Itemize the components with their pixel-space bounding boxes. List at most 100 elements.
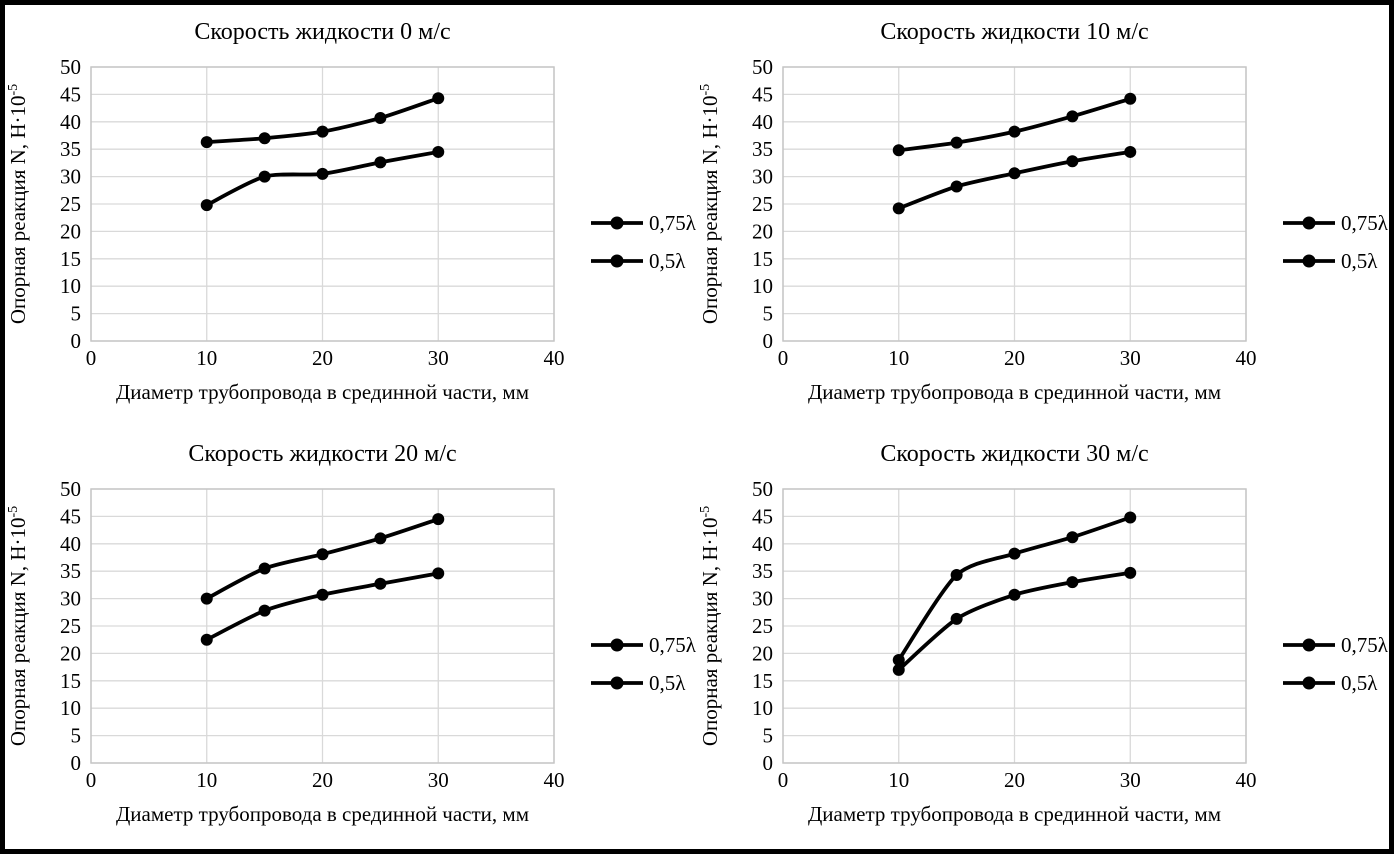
series-marker: [316, 167, 329, 180]
y-tick-label: 45: [60, 82, 81, 106]
x-tick-label: 10: [196, 346, 217, 370]
y-tick-label: 20: [752, 219, 773, 243]
charts-grid: Скорость жидкости 0 м/с 0 5 10 15 20 25 30 35 40 4…: [5, 5, 1389, 849]
x-tick-label: 40: [1236, 346, 1257, 370]
legend-marker: [610, 254, 624, 268]
series-marker: [1066, 576, 1079, 589]
x-tick-label: 40: [544, 768, 565, 792]
series-marker: [892, 653, 905, 666]
plot-border: [90, 66, 555, 342]
legend-label: 0,5λ: [1341, 249, 1378, 273]
y-tick-label: 50: [752, 477, 773, 501]
series-marker: [950, 136, 963, 149]
y-tick-label: 10: [752, 696, 773, 720]
series-marker: [316, 125, 329, 138]
y-axis-label-superscript: -5: [6, 506, 21, 518]
y-tick-label: 30: [752, 165, 773, 189]
legend-marker: [610, 676, 624, 690]
y-tick-label: 45: [60, 504, 81, 528]
x-tick-label: 20: [312, 768, 333, 792]
y-tick-label: 45: [752, 82, 773, 106]
plot-border: [782, 488, 1247, 764]
series-marker: [258, 170, 271, 183]
y-tick-label: 0: [763, 329, 774, 353]
x-tick-label: 10: [888, 768, 909, 792]
legend-entry-1: 0,5λ: [1283, 249, 1378, 273]
y-axis-label-base: Опорная реакция N, Н·10: [6, 95, 30, 324]
series-marker: [374, 111, 387, 124]
y-tick-label: 50: [60, 477, 81, 501]
series-marker: [200, 136, 213, 149]
legend-entry-1: 0,5λ: [591, 671, 686, 695]
y-tick-label: 25: [60, 192, 81, 216]
y-axis-label-base: Опорная реакция N, Н·10: [698, 517, 722, 746]
y-axis-label: Опорная реакция N, Н·10-5: [698, 84, 722, 324]
y-tick-label: 10: [60, 274, 81, 298]
series-marker: [950, 612, 963, 625]
x-tick-label: 10: [888, 346, 909, 370]
plot-border: [90, 488, 555, 764]
legend-label: 0,75λ: [1341, 211, 1389, 235]
x-tick-label: 30: [1120, 346, 1141, 370]
y-tick-label: 35: [752, 137, 773, 161]
plot-border: [782, 66, 1247, 342]
series-marker: [258, 132, 271, 145]
y-tick-label: 40: [752, 110, 773, 134]
series-marker: [950, 569, 963, 582]
y-axis-label: Опорная реакция N, Н·10-5: [6, 84, 30, 324]
chart-title: Скорость жидкости 20 м/с: [188, 441, 456, 467]
legend-label: 0,5λ: [1341, 671, 1378, 695]
legend-entry-0: 0,75λ: [591, 211, 697, 235]
x-tick-label: 0: [86, 768, 97, 792]
series-marker: [374, 156, 387, 169]
legend-label: 0,75λ: [649, 211, 697, 235]
x-tick-label: 0: [778, 768, 789, 792]
series-marker: [1008, 125, 1021, 138]
series-marker: [1124, 92, 1137, 105]
y-tick-label: 25: [60, 614, 81, 638]
chart-velocity-10ms: Скорость жидкости 10 м/с 0 5 10 15 20 25 30 35 40…: [697, 5, 1389, 427]
x-axis-label: Диаметр трубопровода в срединной части, …: [808, 802, 1221, 826]
y-tick-label: 5: [71, 724, 82, 748]
y-tick-label: 15: [60, 669, 81, 693]
series-marker: [432, 92, 445, 105]
chart-title: Скорость жидкости 10 м/с: [880, 19, 1148, 45]
x-tick-label: 30: [428, 346, 449, 370]
y-tick-label: 45: [752, 504, 773, 528]
legend-entry-1: 0,5λ: [591, 249, 686, 273]
chart-velocity-0ms: Скорость жидкости 0 м/с 0 5 10 15 20 25 30 35 40 4…: [5, 5, 697, 427]
x-tick-label: 30: [428, 768, 449, 792]
y-axis-label-base: Опорная реакция N, Н·10: [6, 517, 30, 746]
series-marker: [432, 145, 445, 158]
x-axis-label: Диаметр трубопровода в срединной части, …: [808, 380, 1221, 404]
chart-canvas: Скорость жидкости 20 м/с 05 10 15 20 25 30 35 40…: [6, 441, 697, 826]
chart-velocity-20ms: Скорость жидкости 20 м/с 0 5 10 15 20 25 30 35 40…: [5, 427, 697, 849]
x-tick-label: 20: [1004, 768, 1025, 792]
x-tick-label: 40: [544, 346, 565, 370]
x-tick-label: 0: [86, 346, 97, 370]
y-tick-label: 20: [60, 219, 81, 243]
y-tick-label: 50: [752, 55, 773, 79]
series-marker: [1008, 167, 1021, 180]
y-axis-label-superscript: -5: [698, 506, 713, 518]
legend-marker: [1302, 254, 1316, 268]
legend-entry-0: 0,75λ: [1283, 211, 1389, 235]
legend-entry-0: 0,75λ: [591, 633, 697, 657]
legend-entry-0: 0,75λ: [1283, 633, 1389, 657]
y-tick-label: 35: [60, 559, 81, 583]
y-tick-label: 30: [60, 587, 81, 611]
y-tick-label: 40: [60, 110, 81, 134]
series-marker: [1124, 511, 1137, 524]
series-marker: [892, 202, 905, 215]
series-marker: [258, 604, 271, 617]
y-axis-label: Опорная реакция N, Н·10-5: [698, 506, 722, 746]
series-marker: [200, 199, 213, 212]
series-marker: [316, 588, 329, 601]
series-marker: [1008, 547, 1021, 560]
y-tick-label: 40: [752, 532, 773, 556]
x-tick-label: 10: [196, 768, 217, 792]
x-tick-label: 30: [1120, 768, 1141, 792]
series-marker: [432, 567, 445, 580]
y-tick-label: 0: [763, 751, 774, 775]
